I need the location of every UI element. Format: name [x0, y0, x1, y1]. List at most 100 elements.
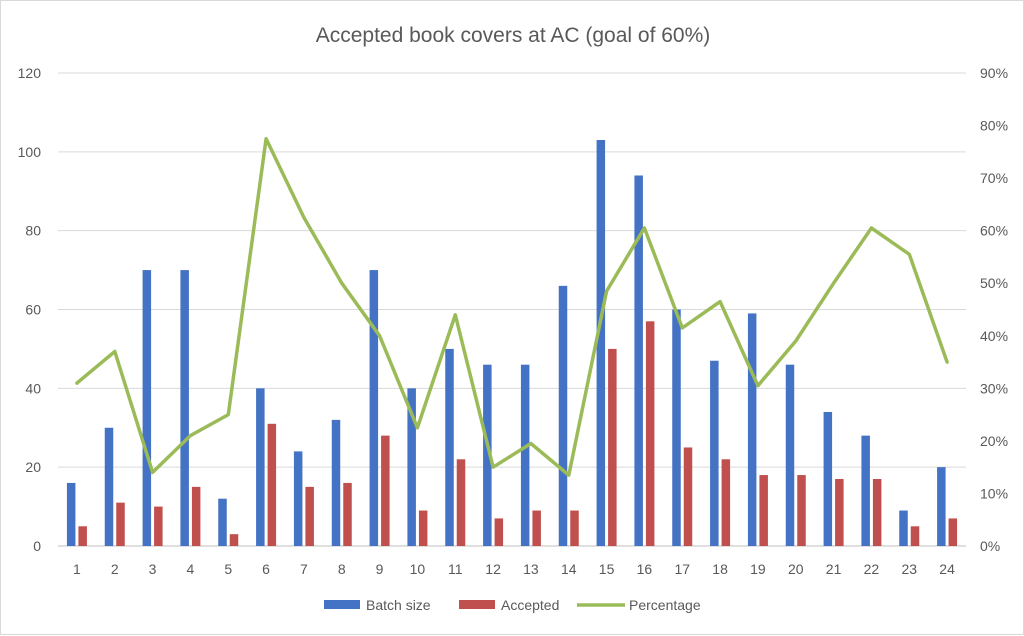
x-axis-tick-label: 6	[262, 561, 270, 577]
x-axis-tick-label: 23	[901, 561, 917, 577]
bars	[66, 140, 958, 546]
legend-label: Percentage	[629, 597, 701, 613]
accepted-bar	[645, 321, 655, 546]
batch-size-bar	[369, 270, 379, 546]
accepted-bar	[948, 518, 958, 546]
batch-size-bar	[672, 309, 681, 546]
right-axis-tick-label: 20%	[980, 433, 1008, 449]
x-axis-tick-label: 22	[864, 561, 880, 577]
accepted-bar	[381, 435, 390, 546]
x-axis: 1 2 3 4 5 6 7 8 9 10 11 12 13 14 15 16 17 18 19 20 21 22 23 24	[73, 561, 955, 577]
batch-size-bar	[218, 498, 227, 546]
accepted-bar	[797, 475, 806, 546]
gridlines	[58, 72, 966, 547]
batch-size-bar	[256, 388, 265, 546]
right-axis-tick-label: 90%	[980, 65, 1008, 81]
accepted-bar	[116, 502, 125, 546]
batch-size-bar	[747, 313, 757, 546]
accepted-bar	[494, 518, 504, 546]
x-axis-tick-label: 14	[561, 561, 577, 577]
accepted-bar	[418, 510, 428, 546]
legend: Batch size Accepted Percentage	[324, 597, 701, 613]
x-axis-tick-label: 8	[338, 561, 346, 577]
x-axis-tick-label: 9	[376, 561, 384, 577]
left-axis-tick-label: 120	[18, 65, 42, 81]
x-axis-tick-label: 7	[300, 561, 308, 577]
x-axis-tick-label: 4	[187, 561, 195, 577]
batch-size-bar	[180, 270, 189, 546]
left-axis-tick-label: 20	[25, 459, 41, 475]
right-axis-tick-label: 10%	[980, 485, 1008, 501]
right-axis-tick-label: 50%	[980, 275, 1008, 291]
batch-size-bar	[596, 140, 606, 546]
accepted-bar	[721, 459, 731, 546]
x-axis-tick-label: 19	[750, 561, 766, 577]
x-axis-tick-label: 12	[485, 561, 501, 577]
legend-label: Batch size	[366, 597, 431, 613]
accepted-bar	[759, 475, 768, 546]
batch-size-bar	[634, 175, 643, 546]
accepted-bar	[872, 478, 882, 546]
accepted-bar	[835, 478, 844, 546]
accepted-bar	[683, 447, 693, 546]
left-axis-tick-label: 60	[25, 302, 41, 318]
chart-title: Accepted book covers at AC (goal of 60%)	[316, 24, 711, 47]
left-axis-tick-label: 80	[25, 223, 41, 239]
accepted-bar	[456, 459, 466, 546]
batch-size-bar	[66, 482, 76, 546]
x-axis-tick-label: 21	[826, 561, 842, 577]
percentage-line-path	[75, 136, 949, 477]
legend-swatch	[459, 600, 495, 609]
right-axis-tick-label: 80%	[980, 118, 1008, 134]
accepted-bar	[267, 423, 277, 546]
right-axis-tick-label: 30%	[980, 380, 1008, 396]
right-axis-tick-label: 40%	[980, 328, 1008, 344]
batch-size-bar	[823, 411, 833, 546]
batch-size-bar	[785, 364, 795, 546]
batch-size-bar	[483, 364, 492, 546]
right-axis-tick-label: 60%	[980, 223, 1008, 239]
accepted-bar	[608, 348, 617, 546]
left-axis: 0 20 40 60 80 100 120	[18, 65, 42, 554]
x-axis-tick-label: 13	[523, 561, 539, 577]
accepted-bar	[229, 534, 239, 546]
left-axis-tick-label: 0	[33, 538, 41, 554]
batch-size-bar	[104, 427, 114, 546]
x-axis-tick-label: 1	[73, 561, 81, 577]
batch-size-bar	[142, 270, 152, 546]
batch-size-bar	[293, 451, 303, 546]
x-axis-tick-label: 5	[224, 561, 232, 577]
accepted-bar	[154, 506, 163, 546]
x-axis-tick-label: 2	[111, 561, 119, 577]
batch-size-bar	[407, 388, 416, 546]
x-axis-tick-label: 10	[410, 561, 426, 577]
accepted-bar	[78, 526, 87, 546]
accepted-bar	[191, 486, 201, 546]
batch-size-bar	[710, 360, 719, 546]
batch-size-bar	[558, 285, 568, 546]
x-axis-tick-label: 20	[788, 561, 804, 577]
percentage-line	[75, 136, 949, 477]
x-axis-tick-label: 18	[712, 561, 728, 577]
x-axis-tick-label: 17	[674, 561, 690, 577]
batch-size-bar	[861, 435, 870, 546]
accepted-bar	[910, 526, 920, 546]
batch-size-bar	[331, 419, 341, 546]
left-axis-tick-label: 40	[25, 380, 41, 396]
accepted-bar	[570, 510, 579, 546]
right-axis-tick-label: 0%	[980, 538, 1000, 554]
right-axis-tick-label: 70%	[980, 170, 1008, 186]
x-axis-tick-label: 15	[599, 561, 615, 577]
right-axis: 0% 10% 20% 30% 40% 50% 60% 70% 80% 90%	[980, 65, 1008, 554]
batch-size-bar	[445, 348, 454, 546]
batch-size-bar	[937, 467, 946, 546]
accepted-bar	[532, 510, 541, 546]
batch-size-bar	[899, 510, 908, 546]
left-axis-tick-label: 100	[18, 144, 42, 160]
accepted-bar	[343, 482, 352, 546]
legend-swatch	[324, 600, 360, 609]
x-axis-tick-label: 3	[149, 561, 157, 577]
accepted-bar	[305, 486, 314, 546]
